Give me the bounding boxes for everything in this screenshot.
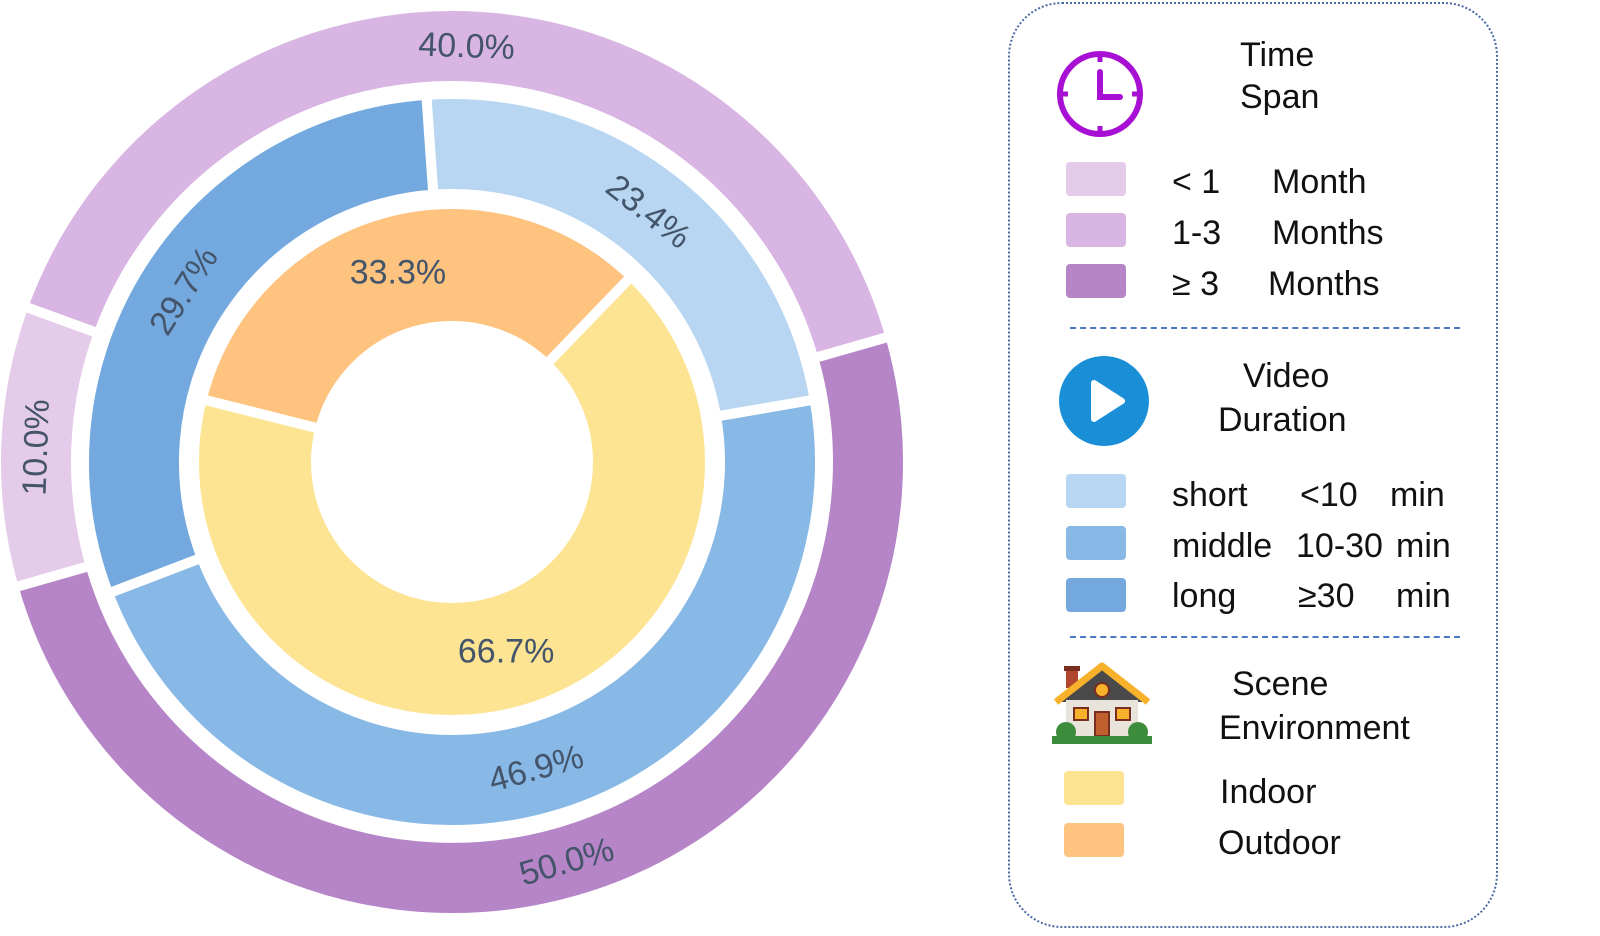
time-span-title-line1: Time: [1240, 36, 1315, 74]
slice-long-30-min: [79, 89, 439, 600]
legend-separator-2: [1070, 636, 1460, 638]
legend-label-short: short: [1172, 476, 1248, 514]
clock-icon: [1057, 51, 1143, 137]
house-icon: [1052, 662, 1152, 744]
scene-environment-title-line2: Environment: [1219, 709, 1410, 747]
legend-label-months-2: Months: [1268, 265, 1380, 303]
legend-label-lt1: < 1: [1172, 163, 1221, 201]
video-duration-title-line2: Duration: [1218, 401, 1347, 439]
nested-donut-chart: 10.0%40.0%50.0%23.4%46.9%29.7%66.7%33.3%: [0, 1, 913, 923]
slice-middle-10-30-min: [101, 393, 825, 835]
legend-swatch-short: [1066, 474, 1126, 508]
legend-label-min-0: min: [1390, 476, 1445, 514]
legend-label-10-30: 10-30: [1296, 527, 1383, 565]
legend-separator-1: [1070, 327, 1460, 329]
legend-label-lt10: <10: [1300, 476, 1358, 514]
label-1-3-months: 40.0%: [418, 26, 516, 67]
legend-swatch-ge3-months: [1066, 264, 1126, 298]
legend-swatch-indoor: [1064, 771, 1124, 805]
slice-indoor: [189, 269, 715, 725]
video-duration-title-line1: Video: [1243, 357, 1330, 395]
legend-swatch-1-3-months: [1066, 213, 1126, 247]
legend-label-month: Month: [1272, 163, 1367, 201]
legend-label-min-2: min: [1396, 577, 1451, 615]
legend-label-ge30: ≥30: [1298, 577, 1355, 615]
legend-label-ge3: ≥ 3: [1172, 265, 1220, 303]
time-span-title-line2: Span: [1240, 78, 1320, 116]
slice-short-10-min: [420, 89, 821, 423]
slice-3-months: [7, 330, 913, 923]
play-icon: [1059, 356, 1149, 446]
legend-swatch-middle: [1066, 526, 1126, 560]
label-indoor: 66.7%: [458, 632, 554, 670]
legend-label-1-3: 1-3: [1172, 214, 1222, 252]
scene-environment-title-line1: Scene: [1232, 665, 1329, 703]
label-outdoor: 33.3%: [350, 254, 446, 292]
legend-swatch-long: [1066, 578, 1126, 612]
legend-label-min-1: min: [1396, 527, 1451, 565]
legend-panel: Time Span < 1 Month 1-3 Months ≥ 3 Month…: [1008, 2, 1498, 928]
legend-label-long: long: [1172, 577, 1237, 615]
label-1-month: 10.0%: [16, 399, 57, 497]
slice-1-3-months: [17, 1, 897, 365]
slice-outdoor: [195, 199, 639, 435]
legend-label-outdoor: Outdoor: [1218, 824, 1341, 862]
legend-swatch-lt1-month: [1066, 162, 1126, 196]
legend-label-months-1: Months: [1272, 214, 1384, 252]
legend-swatch-outdoor: [1064, 823, 1124, 857]
legend-label-indoor: Indoor: [1220, 773, 1317, 811]
legend-label-middle: middle: [1172, 527, 1273, 565]
